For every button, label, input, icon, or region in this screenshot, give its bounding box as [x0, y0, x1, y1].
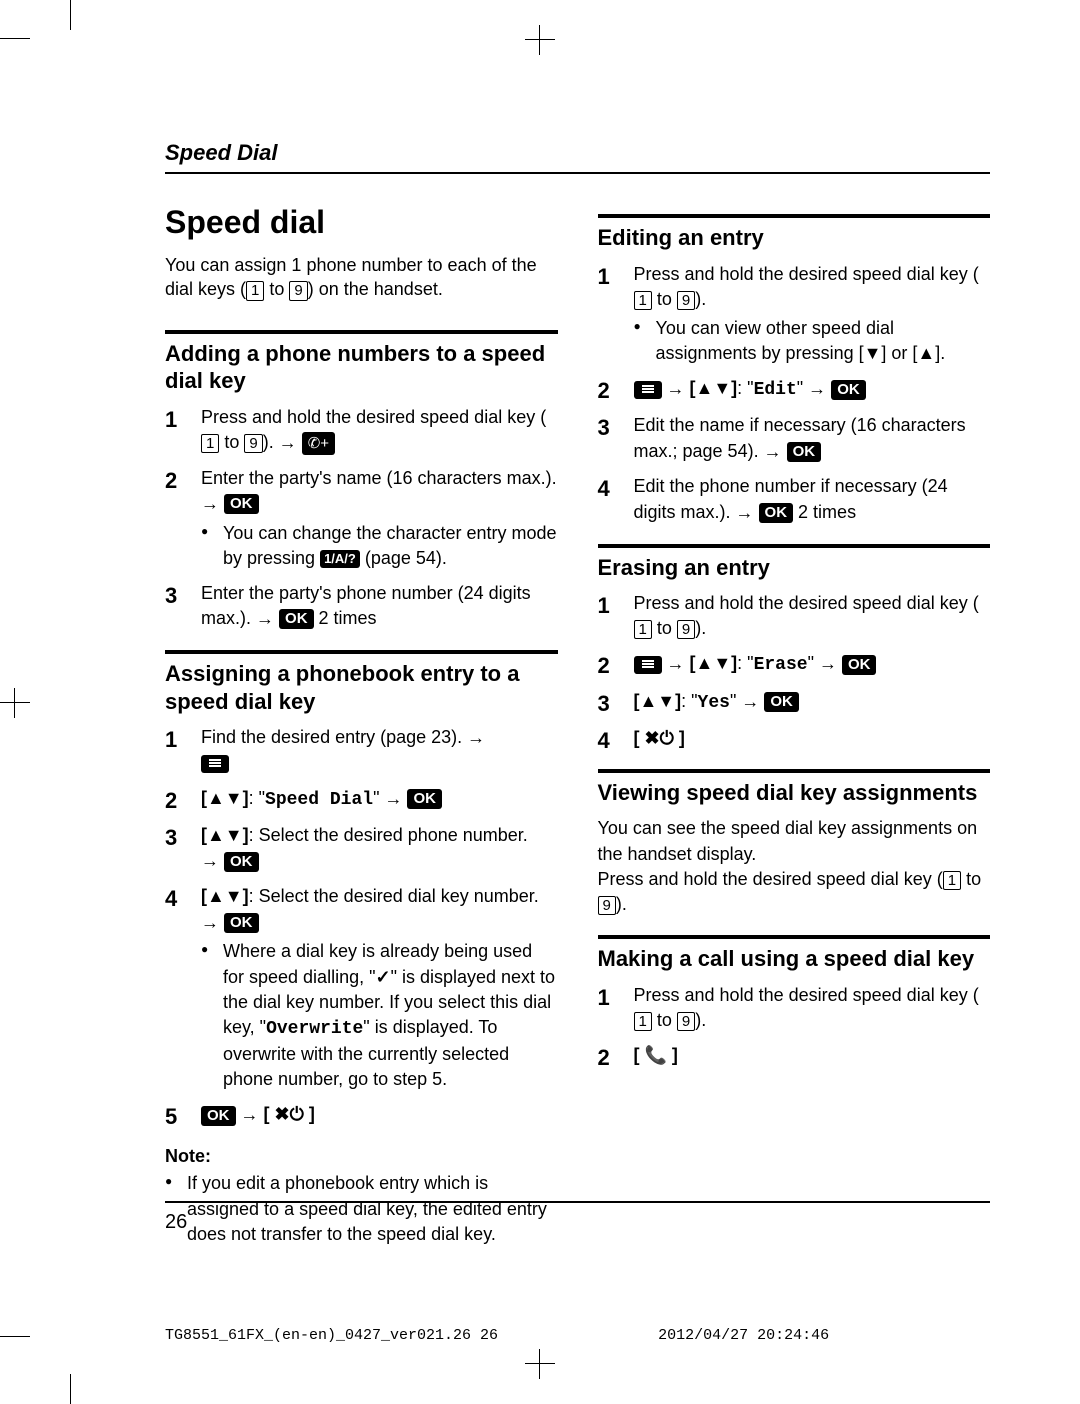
- ok-icon: OK: [759, 503, 794, 523]
- running-head: Speed Dial: [165, 140, 990, 166]
- ok-icon: OK: [279, 609, 314, 629]
- running-head-rule: [165, 172, 990, 174]
- section-heading: Editing an entry: [598, 224, 991, 252]
- step: [▲▼]: "Speed Dial" → OK: [165, 786, 558, 813]
- arrow-icon: →: [279, 432, 297, 452]
- arrow-icon: →: [256, 609, 274, 629]
- arrow-icon: →: [201, 493, 219, 513]
- step: [▲▼]: "Yes" → OK: [598, 689, 991, 716]
- arrow-icon: →: [201, 912, 219, 932]
- section-rule: [598, 935, 991, 939]
- step: [▲▼]: Select the desired dial key number…: [165, 884, 558, 1092]
- arrow-icon: →: [667, 654, 685, 674]
- step: → [▲▼]: "Edit" → OK: [598, 376, 991, 403]
- arrow-icon: →: [467, 728, 485, 748]
- body-text: Press and hold the desired speed dial ke…: [598, 867, 991, 917]
- key-9-icon: 9: [244, 434, 262, 453]
- steps-list: Press and hold the desired speed dial ke…: [598, 591, 991, 751]
- phonebook-add-icon: ✆+: [302, 432, 335, 455]
- step: [ 📞 ]: [598, 1043, 991, 1068]
- ok-icon: OK: [224, 852, 259, 872]
- ok-icon: OK: [201, 1106, 236, 1126]
- arrow-icon: →: [819, 654, 837, 674]
- ok-icon: OK: [407, 789, 442, 809]
- step: Press and hold the desired speed dial ke…: [598, 983, 991, 1033]
- left-column: Speed dial You can assign 1 phone number…: [165, 204, 558, 1251]
- key-9-icon: 9: [289, 281, 307, 300]
- key-1-icon: 1: [634, 620, 652, 639]
- off-icon: [ ✖⏻ ]: [634, 728, 685, 748]
- arrow-icon: →: [241, 1105, 259, 1125]
- step: Enter the party's phone number (24 digit…: [165, 581, 558, 632]
- section-rule: [165, 330, 558, 334]
- bullet: You can change the character entry mode …: [201, 521, 558, 571]
- print-timestamp: 2012/04/27 20:24:46: [658, 1327, 829, 1344]
- page-title: Speed dial: [165, 204, 558, 241]
- step: [ ✖⏻ ]: [598, 726, 991, 751]
- section-heading: Viewing speed dial key assignments: [598, 779, 991, 807]
- step: Find the desired entry (page 23). →: [165, 725, 558, 776]
- intro-text: You can assign 1 phone number to each of…: [165, 253, 558, 302]
- section-heading: Adding a phone numbers to a speed dial k…: [165, 340, 558, 395]
- arrow-icon: →: [736, 502, 754, 522]
- arrow-icon: →: [667, 379, 685, 399]
- arrow-icon: →: [201, 851, 219, 871]
- step: Press and hold the desired speed dial ke…: [598, 591, 991, 641]
- page-footer: 26: [165, 1201, 990, 1234]
- key-9-icon: 9: [598, 896, 616, 915]
- print-footer: TG8551_61FX_(en-en)_0427_ver021.26 26 20…: [165, 1327, 990, 1344]
- step: Press and hold the desired speed dial ke…: [165, 405, 558, 456]
- steps-list: Press and hold the desired speed dial ke…: [598, 983, 991, 1069]
- off-icon: [ ✖⏻ ]: [264, 1104, 315, 1124]
- bullet: Where a dial key is already being used f…: [201, 939, 558, 1092]
- section-rule: [598, 544, 991, 548]
- ok-icon: OK: [842, 655, 877, 675]
- step: Press and hold the desired speed dial ke…: [598, 262, 991, 367]
- ok-icon: OK: [764, 692, 799, 712]
- body-text: You can see the speed dial key assignmen…: [598, 816, 991, 866]
- section-rule: [165, 650, 558, 654]
- step: OK → [ ✖⏻ ]: [165, 1102, 558, 1128]
- steps-list: Press and hold the desired speed dial ke…: [165, 405, 558, 632]
- step: [▲▼]: Select the desired phone number. →…: [165, 823, 558, 874]
- print-id: TG8551_61FX_(en-en)_0427_ver021.26 26: [165, 1327, 498, 1344]
- section-rule: [598, 214, 991, 218]
- section-rule: [598, 769, 991, 773]
- step: → [▲▼]: "Erase" → OK: [598, 651, 991, 678]
- arrow-icon: →: [384, 789, 402, 809]
- arrow-icon: →: [741, 691, 759, 711]
- section-heading: Erasing an entry: [598, 554, 991, 582]
- key-1-icon: 1: [246, 281, 264, 300]
- checkmark-icon: ✓: [375, 967, 390, 987]
- ok-icon: OK: [224, 913, 259, 933]
- note-heading: Note:: [165, 1146, 558, 1167]
- key-1-icon: 1: [634, 1012, 652, 1031]
- section-heading: Making a call using a speed dial key: [598, 945, 991, 973]
- ok-icon: OK: [224, 494, 259, 514]
- section-heading: Assigning a phonebook entry to a speed d…: [165, 660, 558, 715]
- menu-icon: [634, 381, 662, 399]
- talk-icon: [ 📞 ]: [634, 1045, 678, 1065]
- key-9-icon: 9: [677, 291, 695, 310]
- page-number: 26: [165, 1211, 990, 1234]
- right-column: Editing an entry Press and hold the desi…: [598, 204, 991, 1251]
- bullet: You can view other speed dial assignment…: [634, 316, 991, 366]
- key-1-icon: 1: [943, 871, 961, 890]
- arrow-icon: →: [808, 379, 826, 399]
- key-9-icon: 9: [677, 620, 695, 639]
- menu-icon: [201, 755, 229, 773]
- char-mode-icon: 1/A/?: [320, 550, 360, 568]
- steps-list: Press and hold the desired speed dial ke…: [598, 262, 991, 526]
- step: Edit the name if necessary (16 character…: [598, 413, 991, 464]
- ok-icon: OK: [787, 442, 822, 462]
- ok-icon: OK: [831, 380, 866, 400]
- arrow-icon: →: [764, 441, 782, 461]
- key-1-icon: 1: [634, 291, 652, 310]
- key-1-icon: 1: [201, 434, 219, 453]
- menu-icon: [634, 656, 662, 674]
- steps-list: Find the desired entry (page 23). → [▲▼]…: [165, 725, 558, 1128]
- key-9-icon: 9: [677, 1012, 695, 1031]
- step: Enter the party's name (16 characters ma…: [165, 466, 558, 571]
- step: Edit the phone number if necessary (24 d…: [598, 474, 991, 525]
